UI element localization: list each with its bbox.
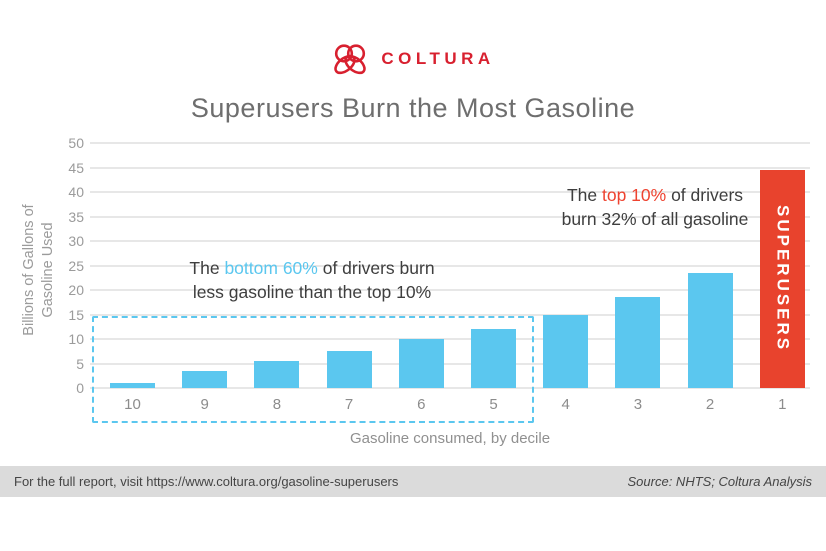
annotation-text: burn 32% of all gasoline bbox=[561, 209, 749, 229]
superusers-bar-label: SUPERUSERS bbox=[773, 205, 793, 353]
gridline-y-45 bbox=[90, 166, 810, 169]
y-tick-label-20: 20 bbox=[68, 282, 84, 298]
x-axis-title: Gasoline consumed, by decile bbox=[349, 430, 551, 447]
x-tick-label-decile-8: 8 bbox=[272, 396, 282, 413]
annotation-text: The bbox=[189, 258, 225, 278]
x-tick-label-decile-4: 4 bbox=[561, 396, 570, 413]
y-tick-label-50: 50 bbox=[68, 135, 84, 151]
plot-area: The bottom 60% of drivers burn less gaso… bbox=[68, 135, 810, 423]
footer-source: Source: NHTS; Coltura Analysis bbox=[627, 474, 812, 489]
bar-decile-5 bbox=[471, 329, 516, 388]
y-axis-title-line2: Gasoline Used bbox=[40, 222, 56, 318]
x-tick-label-decile-1: 1 bbox=[778, 396, 787, 413]
x-tick-label-decile-9: 9 bbox=[200, 396, 209, 413]
y-tick-label-35: 35 bbox=[68, 208, 84, 225]
y-tick-label-15: 15 bbox=[68, 306, 84, 323]
bar-decile-10 bbox=[110, 383, 155, 388]
gridline-y-35 bbox=[90, 215, 810, 218]
annotation-text: The bbox=[566, 185, 602, 205]
annotation-text: less gasoline than the top 10% bbox=[192, 282, 432, 302]
gridline-y-0 bbox=[90, 387, 810, 389]
x-tick-label-decile-2: 2 bbox=[705, 396, 715, 413]
gridline-y-5 bbox=[90, 362, 810, 365]
y-tick-label-40: 40 bbox=[68, 184, 84, 200]
x-tick-label-decile-5: 5 bbox=[489, 396, 498, 413]
bottom60-highlight-box bbox=[92, 316, 534, 423]
x-tick-label-decile-3: 3 bbox=[633, 396, 643, 413]
annotation-highlight-red: top 10% bbox=[601, 185, 667, 205]
y-tick-label-0: 0 bbox=[76, 380, 84, 396]
gridline-y-10 bbox=[90, 338, 810, 340]
gridline-y-20 bbox=[90, 289, 810, 291]
annotation-bottom60: The bottom 60% of drivers burn less gaso… bbox=[162, 256, 462, 304]
y-axis-title-line1: Billions of Gallons of bbox=[21, 204, 37, 336]
coltura-wordmark: COLTURA bbox=[381, 49, 495, 68]
bar-decile-9 bbox=[182, 370, 228, 388]
y-tick-label-25: 25 bbox=[68, 257, 84, 274]
y-tick-label-10: 10 bbox=[68, 331, 84, 347]
footer-report-link: For the full report, visit https://www.c… bbox=[14, 474, 399, 489]
y-tick-label-30: 30 bbox=[68, 233, 84, 249]
annotation-top10: The top 10% of drivers burn 32% of all g… bbox=[530, 183, 780, 231]
bar-decile-8 bbox=[254, 361, 300, 388]
annotation-highlight-blue: bottom 60% bbox=[224, 258, 318, 278]
bar-decile-3 bbox=[615, 297, 661, 388]
gridline-y-30 bbox=[90, 240, 810, 242]
gridline-y-15 bbox=[90, 313, 810, 316]
x-tick-label-decile-7: 7 bbox=[344, 396, 354, 413]
bar-decile-4 bbox=[543, 314, 589, 388]
coltura-logo-icon bbox=[334, 44, 367, 75]
x-tick-label-decile-10: 10 bbox=[124, 396, 141, 413]
bar-decile-2 bbox=[687, 272, 733, 388]
gridline-y-40 bbox=[90, 191, 810, 193]
y-axis-title: Billions of Gallons of Gasoline Used bbox=[20, 170, 58, 370]
gridline-y-50 bbox=[90, 142, 810, 144]
y-tick-label-45: 45 bbox=[68, 159, 84, 176]
bar-superusers-decile-1: SUPERUSERS bbox=[759, 169, 805, 388]
x-tick-label-decile-6: 6 bbox=[417, 396, 426, 413]
coltura-logo: COLTURA bbox=[0, 42, 826, 76]
y-tick-label-5: 5 bbox=[76, 355, 84, 372]
annotation-text: of drivers bbox=[666, 185, 744, 205]
annotation-text: of drivers burn bbox=[317, 258, 435, 278]
footer-bar: For the full report, visit https://www.c… bbox=[0, 466, 826, 497]
gridline-y-25 bbox=[90, 264, 810, 267]
bar-decile-6 bbox=[398, 339, 444, 388]
bar-decile-7 bbox=[326, 351, 372, 388]
chart-title: Superusers Burn the Most Gasoline bbox=[190, 93, 636, 123]
